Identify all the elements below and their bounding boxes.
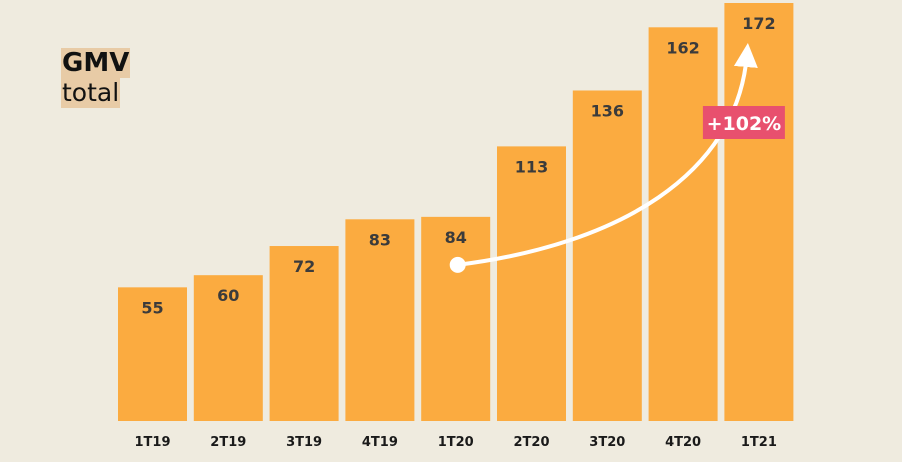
chart-title: GMV (61, 48, 131, 78)
bar-value-label-4T20: 162 (666, 38, 699, 57)
bar-1T19 (118, 287, 187, 421)
growth-arrow (457, 43, 758, 267)
bar-1T21 (724, 3, 794, 421)
growth-arrow-start-dot (449, 256, 466, 273)
bar-value-label-1T21: 172 (742, 14, 775, 33)
bar-value-label-4T19: 83 (369, 230, 391, 249)
bar-value-label-3T20: 136 (591, 101, 624, 120)
chart-subtitle: total (61, 78, 121, 108)
bar-value-labels: 55 60 72 83 84 113 136 162 172 (141, 14, 775, 317)
bar-value-label-2T19: 60 (217, 286, 239, 305)
bar-value-label-2T20: 113 (515, 157, 548, 176)
x-tick-label-4T20: 4T20 (665, 435, 701, 450)
x-tick-label-1T19: 1T19 (134, 435, 170, 450)
bar-value-label-1T20: 84 (445, 228, 467, 247)
x-tick-label-3T19: 3T19 (286, 435, 322, 450)
bar-value-label-3T19: 72 (293, 257, 315, 276)
growth-badge (702, 106, 785, 139)
chart-title-block: GMV total (61, 48, 131, 108)
growth-badge-label: +102% (707, 113, 782, 135)
bar-2T19 (193, 275, 263, 421)
x-tick-label-1T21: 1T21 (741, 435, 777, 450)
bar-4T19 (345, 219, 415, 421)
bar-1T20 (421, 216, 491, 421)
bar-series (118, 3, 794, 421)
x-tick-label-3T20: 3T20 (589, 435, 625, 450)
bar-2T20 (497, 146, 566, 421)
x-tick-label-1T20: 1T20 (438, 435, 474, 450)
x-tick-label-4T19: 4T19 (362, 435, 398, 450)
x-axis-tick-labels: 1T19 2T19 3T19 4T19 1T20 2T20 3T20 4T20 1T21 (134, 435, 776, 450)
bar-value-label-1T19: 55 (141, 298, 163, 317)
x-tick-label-2T20: 2T20 (513, 435, 549, 450)
bar-4T20 (648, 27, 718, 421)
bar-3T20 (572, 90, 642, 421)
growth-annotation: +102% (449, 43, 785, 273)
x-tick-label-2T19: 2T19 (210, 435, 246, 450)
bar-3T19 (269, 246, 339, 421)
